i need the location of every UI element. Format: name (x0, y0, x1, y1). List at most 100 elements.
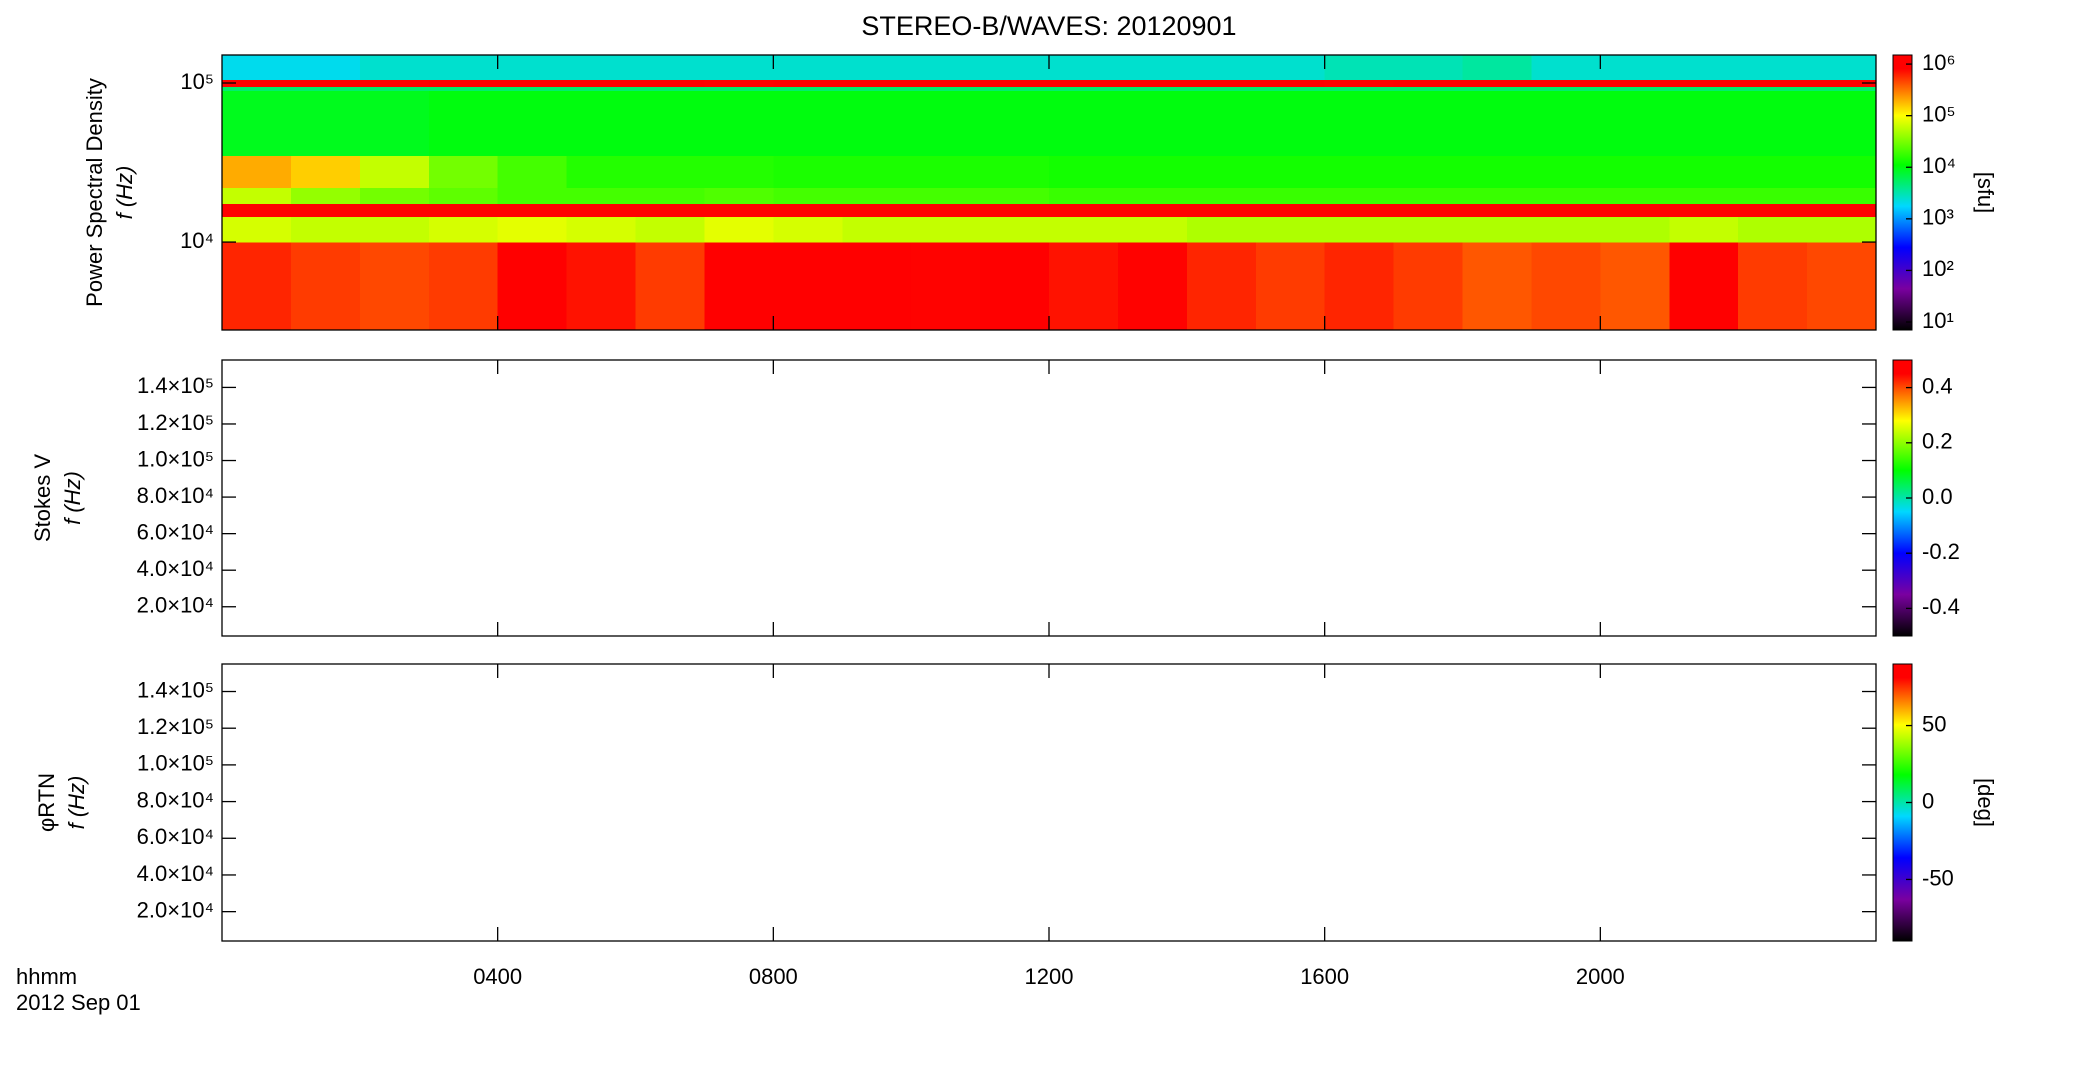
heatmap-cell (1669, 155, 1739, 189)
heatmap-cell (635, 155, 706, 189)
heatmap-cell (1738, 216, 1808, 243)
heatmap-cell (222, 90, 292, 157)
heatmap-cell (980, 187, 1050, 205)
heatmap-cell (1117, 216, 1188, 243)
heatmap-cell (842, 86, 912, 91)
heatmap-cell (1049, 90, 1119, 157)
heatmap-cell (1669, 242, 1739, 331)
heatmap-cell (1255, 86, 1326, 91)
heatmap-cell (359, 86, 430, 91)
heatmap-cell (1807, 242, 1877, 331)
y-tick-label: 6.0×10⁴ (137, 824, 214, 849)
heatmap-cell (1049, 155, 1119, 189)
heatmap-cell (1324, 79, 1395, 88)
heatmap-cell (704, 79, 774, 88)
heatmap-cell (566, 216, 637, 243)
heatmap-cell (773, 86, 843, 91)
heatmap-cell (1117, 187, 1188, 205)
heatmap-cell (1393, 216, 1464, 243)
heatmap-cell (497, 155, 568, 189)
heatmap-cell (635, 216, 706, 243)
heatmap-cell (1738, 155, 1808, 189)
heatmap-cell (1186, 90, 1257, 157)
heatmap-cell (1738, 79, 1808, 88)
heatmap-cell (1393, 79, 1464, 88)
heatmap-cell (1669, 203, 1739, 217)
chart-title: STEREO-B/WAVES: 20120901 (861, 11, 1236, 41)
heatmap-cell (1462, 90, 1533, 157)
heatmap-cell (290, 86, 361, 91)
colorbar-label: [sfu] (1973, 172, 1998, 214)
heatmap-cell (1186, 55, 1257, 81)
plot-frame (221, 359, 1877, 637)
heatmap-cell (1807, 216, 1877, 243)
colorbar-tick-label: -0.2 (1922, 539, 1960, 564)
heatmap-cell (635, 203, 706, 217)
colorbar (1892, 54, 1913, 331)
heatmap-cell (1049, 86, 1119, 91)
y-tick-label: 1.0×10⁵ (137, 751, 214, 776)
heatmap-cell (497, 86, 568, 91)
y-tick-label: 10⁵ (180, 69, 214, 94)
heatmap-cell (1600, 155, 1670, 189)
heatmap-cell (1255, 79, 1326, 88)
heatmap-cell (1738, 187, 1808, 205)
heatmap-cell (1600, 79, 1670, 88)
colorbar-tick-label: 50 (1922, 711, 1946, 736)
colorbar-tick-label: 0.2 (1922, 429, 1953, 454)
colorbar-tick-label: 10⁴ (1922, 153, 1956, 178)
heatmap-cell (1393, 203, 1464, 217)
heatmap-cell (980, 55, 1050, 81)
y-tick-label: 2.0×10⁴ (137, 593, 214, 618)
heatmap-cell (635, 90, 706, 157)
heatmap-cell (290, 203, 361, 217)
heatmap-cell (497, 203, 568, 217)
heatmap-cell (1255, 216, 1326, 243)
heatmap-cell (290, 187, 361, 205)
colorbar-tick-label: 0.4 (1922, 373, 1953, 398)
heatmap-cell (290, 90, 361, 157)
heatmap-cell (1324, 86, 1395, 91)
heatmap-cell (1462, 216, 1533, 243)
heatmap-cell (980, 79, 1050, 88)
heatmap-cell (1186, 155, 1257, 189)
heatmap-cell (428, 216, 499, 243)
heatmap-cell (1807, 86, 1877, 91)
heatmap-cell (1186, 79, 1257, 88)
heatmap-cell (428, 55, 499, 81)
heatmap-cell (773, 187, 843, 205)
heatmap-cell (222, 86, 292, 91)
heatmap-cell (1049, 242, 1119, 331)
heatmap-cell (1324, 203, 1395, 217)
y-tick-label: 1.2×10⁵ (137, 410, 214, 435)
heatmap-cell (980, 216, 1050, 243)
colorbar-tick-label: 10⁵ (1922, 101, 1956, 126)
heatmap-cell (1255, 55, 1326, 81)
heatmap-cell (1462, 155, 1533, 189)
colorbar-label: [deg] (1973, 778, 1998, 827)
heatmap-cell (704, 203, 774, 217)
heatmap-cell (1393, 155, 1464, 189)
heatmap-cell (1738, 90, 1808, 157)
heatmap-cell (359, 216, 430, 243)
heatmap-cell (911, 155, 981, 189)
heatmap-cell (1117, 203, 1188, 217)
heatmap-cell (1255, 187, 1326, 205)
heatmap-cell (1462, 187, 1533, 205)
colorbar-tick-label: -50 (1922, 865, 1954, 890)
colorbar-tick-label: 0.0 (1922, 484, 1953, 509)
heatmap-cell (566, 187, 637, 205)
heatmap-cell (773, 155, 843, 189)
y-axis-label: f (Hz) (64, 776, 89, 830)
heatmap-cell (635, 79, 706, 88)
heatmap-cell (1669, 79, 1739, 88)
heatmap-cell (1393, 187, 1464, 205)
y-tick-label: 4.0×10⁴ (137, 861, 214, 886)
heatmap-cell (1393, 90, 1464, 157)
y-tick-label: 1.4×10⁵ (137, 677, 214, 702)
heatmap-cell (1531, 242, 1601, 331)
heatmap-cell (497, 55, 568, 81)
heatmap-cell (1324, 216, 1395, 243)
heatmap-cell (1462, 203, 1533, 217)
heatmap-cell (290, 55, 361, 81)
